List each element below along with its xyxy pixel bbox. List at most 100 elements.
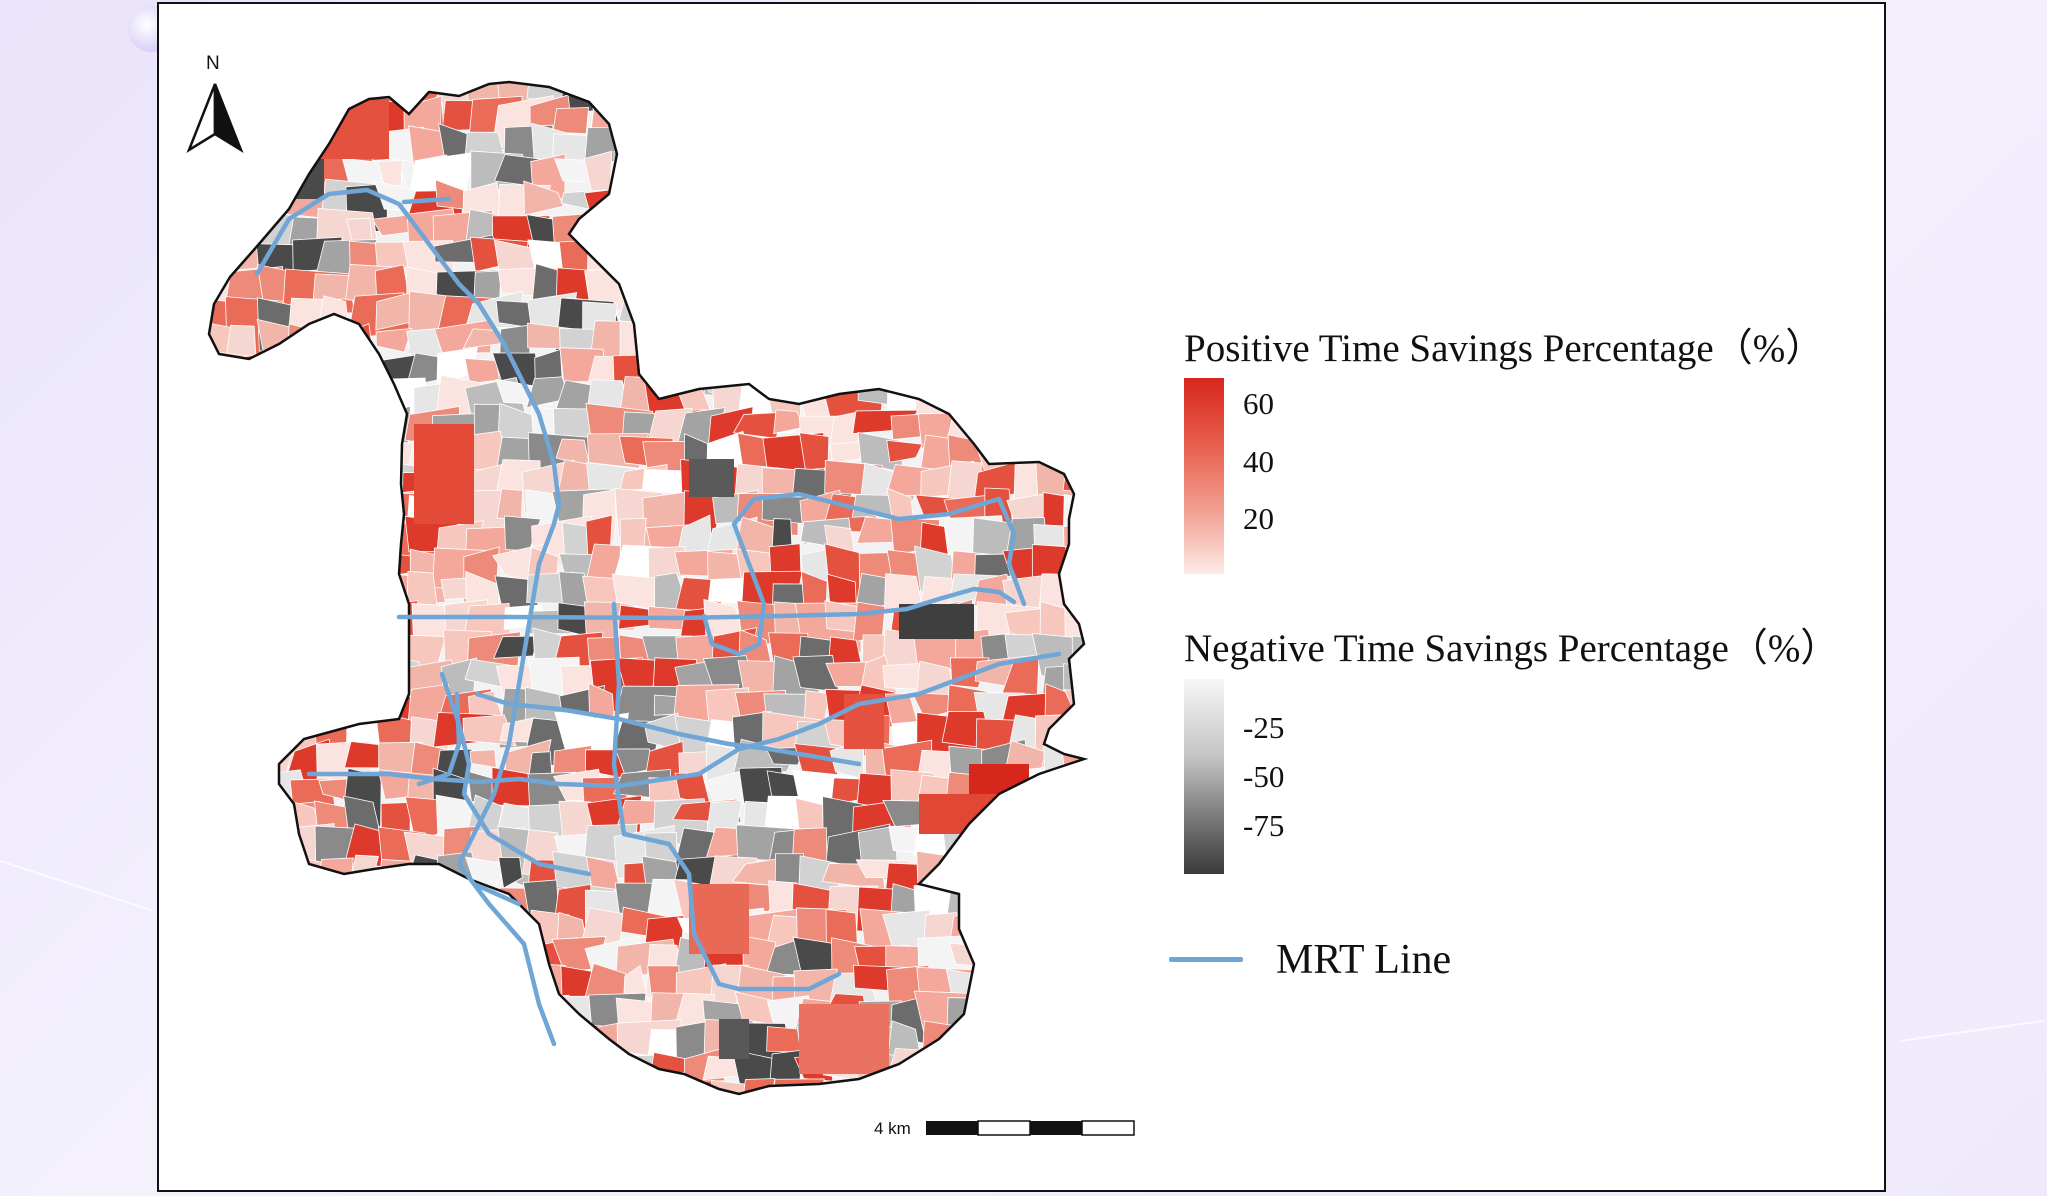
zone-polygon <box>466 1019 518 1070</box>
zone-polygon <box>252 993 306 1040</box>
zone-polygon <box>917 350 959 409</box>
mrt-line-swatch <box>1169 957 1243 962</box>
zone-polygon <box>225 710 288 753</box>
zone-polygon <box>324 331 351 372</box>
zone-polygon <box>1002 128 1048 181</box>
zone-polygon <box>209 971 223 1003</box>
map-canvas <box>186 80 1135 1136</box>
zone-polygon <box>823 216 885 271</box>
zone-polygon <box>402 965 458 1027</box>
zone-polygon <box>645 82 688 123</box>
zone-polygon <box>229 151 270 209</box>
zone-polygon <box>314 601 363 660</box>
zone-polygon <box>209 468 235 516</box>
zone-polygon <box>1068 321 1084 359</box>
zone-polygon <box>1033 1080 1070 1094</box>
zone-polygon <box>1061 96 1084 155</box>
zone-polygon <box>863 237 926 277</box>
zone-polygon <box>677 293 713 323</box>
zone-polygon <box>719 1019 749 1059</box>
zone-polygon <box>1005 825 1046 859</box>
zone-polygon <box>496 1021 536 1076</box>
zone-polygon <box>209 775 230 816</box>
zone-polygon <box>1003 214 1039 239</box>
zone-polygon <box>1003 802 1043 844</box>
zone-polygon <box>492 1081 532 1094</box>
zone-polygon <box>613 102 679 137</box>
zone-polygon <box>555 1050 614 1094</box>
zone-polygon <box>346 881 407 937</box>
zone-polygon <box>822 327 866 384</box>
zone-polygon <box>381 1051 412 1094</box>
zone-polygon <box>254 851 293 893</box>
zone-polygon <box>1031 1046 1084 1074</box>
zone-polygon <box>320 1046 350 1094</box>
zone-polygon <box>825 183 889 215</box>
zone-polygon <box>973 403 1033 442</box>
zone-polygon <box>973 1030 1032 1067</box>
zone-polygon <box>209 575 253 609</box>
zone-polygon <box>229 655 270 689</box>
zone-polygon <box>409 994 460 1032</box>
zone-polygon <box>257 408 284 431</box>
zone-polygon <box>341 939 381 978</box>
zone-polygon <box>255 462 309 515</box>
zone-polygon <box>673 82 735 100</box>
zone-polygon <box>1042 407 1084 440</box>
zone-polygon <box>949 186 990 238</box>
zone-polygon <box>832 82 872 129</box>
zone-polygon <box>283 523 333 564</box>
zone-polygon <box>289 82 354 117</box>
zone-polygon <box>883 295 926 333</box>
zone-polygon <box>1065 1049 1084 1090</box>
zone-polygon <box>853 215 894 249</box>
positive-tick: 60 <box>1243 386 1274 421</box>
zone-polygon <box>209 183 246 217</box>
zone-polygon <box>733 246 771 294</box>
zone-polygon <box>225 795 273 833</box>
zone-polygon <box>739 264 777 326</box>
zone-polygon <box>312 885 362 915</box>
zone-polygon <box>590 82 622 100</box>
zone-polygon <box>1007 263 1054 304</box>
zone-polygon <box>254 514 314 563</box>
zone-polygon <box>317 1081 369 1094</box>
zone-polygon <box>286 323 318 378</box>
zone-polygon <box>583 217 651 262</box>
zone-polygon <box>209 207 248 250</box>
zone-polygon <box>527 1052 574 1091</box>
zone-polygon <box>527 1021 577 1073</box>
zone-polygon <box>854 82 896 114</box>
mrt-line <box>611 601 722 987</box>
zone-polygon <box>1007 1082 1071 1094</box>
zone-polygon <box>974 908 1025 962</box>
zone-polygon <box>651 239 673 295</box>
zone-polygon <box>945 82 1012 122</box>
zone-polygon <box>941 134 1013 164</box>
zone-polygon <box>469 749 497 768</box>
zone-polygon <box>1061 741 1084 791</box>
zone-polygon <box>701 267 774 322</box>
zone-polygon <box>852 153 896 213</box>
zone-polygon <box>1008 912 1043 951</box>
zone-polygon <box>225 991 270 1055</box>
zone-polygon <box>224 825 268 861</box>
zone-polygon <box>678 236 726 299</box>
zone-polygon <box>921 1020 964 1068</box>
zone-polygon <box>313 489 353 551</box>
mrt-line <box>306 651 1062 789</box>
scale-bar <box>926 1120 1135 1136</box>
zone-polygon <box>1071 544 1084 592</box>
zone-polygon <box>311 1020 361 1060</box>
zone-polygon <box>942 238 1002 291</box>
zone-polygon <box>494 1047 548 1094</box>
zone-polygon <box>222 377 278 428</box>
zone-polygon <box>222 432 272 493</box>
zone-polygon <box>209 990 233 1046</box>
mrt-line-label: MRT Line <box>1276 937 1452 983</box>
zone-polygon <box>228 629 273 690</box>
zone-polygon <box>408 917 446 955</box>
zone-polygon <box>704 180 754 245</box>
zone-polygon <box>209 236 242 267</box>
zone-polygon <box>833 264 870 323</box>
